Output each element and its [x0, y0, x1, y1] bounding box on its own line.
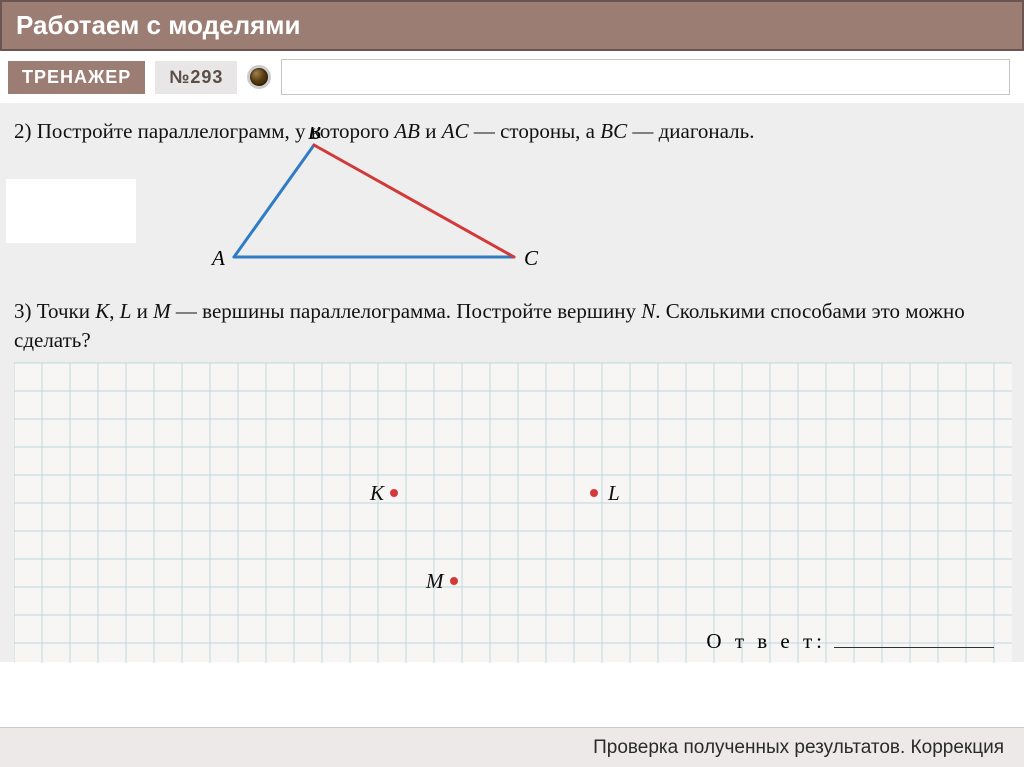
p3-c1: , [109, 299, 120, 323]
point-label-M: M [426, 569, 444, 594]
p2-bc: BC [600, 119, 627, 143]
header-bar: Работаем с моделями [0, 0, 1024, 51]
p3-c2: и [131, 299, 153, 323]
p3-prefix: 3) Точки [14, 299, 95, 323]
sub-bar: ТРЕНАЖЕР №293 [0, 51, 1024, 103]
input-field[interactable] [281, 59, 1010, 95]
svg-text:B: B [308, 127, 321, 144]
tab-number[interactable]: №293 [155, 61, 237, 94]
p3-n: N [641, 299, 655, 323]
grid-svg [14, 363, 1012, 663]
grid-zone: K L M О т в е т: [14, 362, 1012, 662]
tab-trainer[interactable]: ТРЕНАЖЕР [8, 61, 145, 94]
footer-bar: Проверка полученных результатов. Коррекц… [0, 727, 1024, 767]
p3-k: K [95, 299, 109, 323]
footer-text: Проверка полученных результатов. Коррекц… [593, 737, 1004, 759]
answer-row: О т в е т: [706, 629, 994, 654]
point-label-K: K [370, 481, 384, 506]
point-M [450, 577, 458, 585]
p3-m: M [153, 299, 171, 323]
bullet-icon [247, 65, 271, 89]
point-label-L: L [608, 481, 620, 506]
answer-label: О т в е т: [706, 629, 826, 653]
problem-3-text: 3) Точки K, L и M — вершины параллелогра… [14, 297, 1010, 354]
tab-trainer-label: ТРЕНАЖЕР [22, 67, 131, 87]
point-K [390, 489, 398, 497]
tab-number-label: №293 [169, 67, 223, 87]
svg-text:C: C [524, 246, 539, 270]
triangle-svg: A B C [174, 127, 574, 287]
point-L [590, 489, 598, 497]
content-area: 2) Постройте параллелограмм, у которого … [0, 103, 1024, 662]
answer-blank[interactable] [834, 647, 994, 648]
p3-mid: — вершины параллелограмма. Постройте вер… [171, 299, 642, 323]
triangle-figure: ABC [14, 149, 1010, 289]
p2-suffix: — диагональ. [627, 119, 754, 143]
white-patch [6, 179, 136, 243]
header-title: Работаем с моделями [16, 10, 301, 40]
svg-text:A: A [210, 246, 225, 270]
p3-l: L [120, 299, 132, 323]
